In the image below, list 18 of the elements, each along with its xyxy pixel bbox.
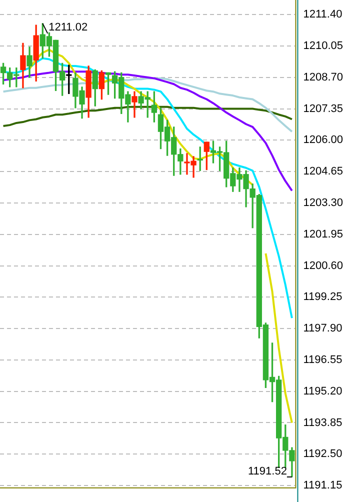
y-tick-label: 1193.85 [303, 416, 342, 429]
y-tick-label: 1199.25 [303, 291, 342, 304]
y-tick-label: 1203.30 [303, 197, 344, 210]
y-tick-label: 1211.40 [303, 8, 342, 21]
y-tick-label: 1191.15 [303, 480, 342, 492]
y-tick-label: 1207.35 [303, 102, 344, 115]
y-tick-label: 1196.55 [303, 354, 342, 366]
y-tick-label: 1204.65 [303, 166, 344, 178]
y-tick-label: 1192.50 [303, 448, 342, 460]
y-tick-label: 1197.90 [303, 322, 342, 335]
y-tick-label: 1210.05 [303, 40, 344, 52]
annotation: 1211.02 [48, 21, 88, 34]
y-tick-label: 1200.60 [303, 260, 344, 272]
y-tick-label: 1208.70 [303, 71, 344, 84]
y-tick-label: 1195.20 [303, 385, 342, 398]
annotation: 1191.52 [248, 465, 287, 478]
y-tick-label: 1206.00 [303, 134, 344, 146]
y-tick-label: 1201.95 [303, 228, 344, 240]
